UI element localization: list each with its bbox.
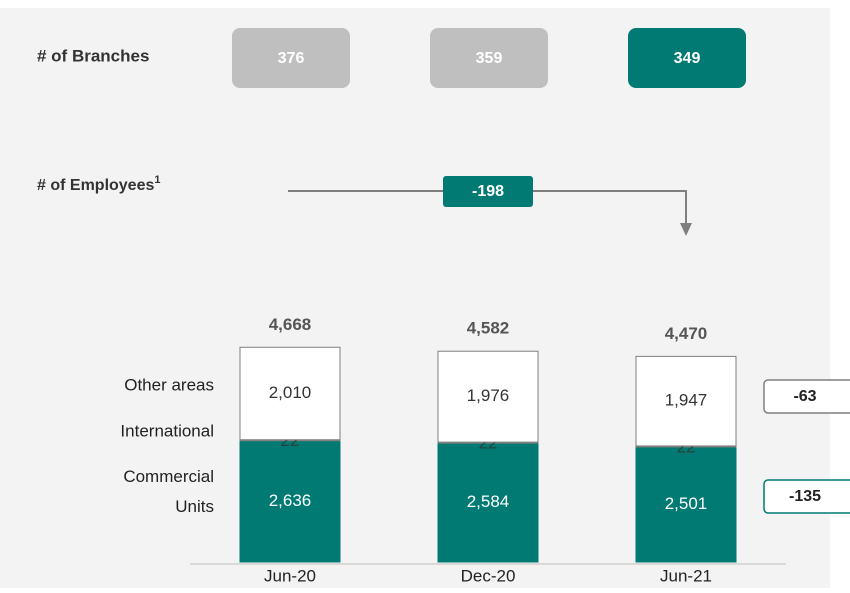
x-tick-label: Jun-21 xyxy=(660,566,712,585)
series-change: -63 xyxy=(793,388,816,405)
x-tick-label: Jun-20 xyxy=(264,566,316,585)
segment-label: 1,947 xyxy=(665,391,708,410)
branch-value: 376 xyxy=(278,50,305,67)
arrow-head xyxy=(680,223,692,236)
branch-value: 359 xyxy=(476,50,503,67)
branches-label: # of Branches xyxy=(37,46,149,65)
series-label: Commercial Units xyxy=(123,467,214,516)
branch-box xyxy=(232,28,350,88)
segment-label: 2,010 xyxy=(269,383,312,402)
change-box xyxy=(443,176,533,207)
bar-segment xyxy=(635,446,737,563)
employees-change: -198 xyxy=(472,183,504,200)
segment-label: 2,636 xyxy=(269,491,312,510)
branch-box xyxy=(430,28,548,88)
series-label: Other areas xyxy=(124,375,214,394)
series-label-line: Commercial xyxy=(123,467,214,486)
total-label: 4,668 xyxy=(269,315,312,334)
employees-label: # of Employees1 xyxy=(37,174,161,194)
employees-label-text: # of Employees xyxy=(37,177,154,194)
bar-segment xyxy=(635,355,737,447)
series-label-line: Units xyxy=(175,497,214,516)
segment-label: 1,976 xyxy=(467,386,510,405)
series-label: International xyxy=(120,421,214,440)
change-box xyxy=(763,479,850,514)
change-box xyxy=(763,379,850,414)
segment-label: 2,584 xyxy=(467,492,510,511)
series-change: -135 xyxy=(789,488,821,505)
footnote-mark: 1 xyxy=(154,174,160,186)
total-label: 4,582 xyxy=(467,319,510,338)
x-tick-label: Dec-20 xyxy=(461,566,516,585)
total-label: 4,470 xyxy=(665,324,708,343)
segment-label: 2,501 xyxy=(665,494,708,513)
bar-segment xyxy=(437,442,539,563)
bar-segment xyxy=(239,346,341,441)
bar-segment xyxy=(437,350,539,443)
branch-box xyxy=(628,28,746,88)
branch-value: 349 xyxy=(674,50,701,67)
